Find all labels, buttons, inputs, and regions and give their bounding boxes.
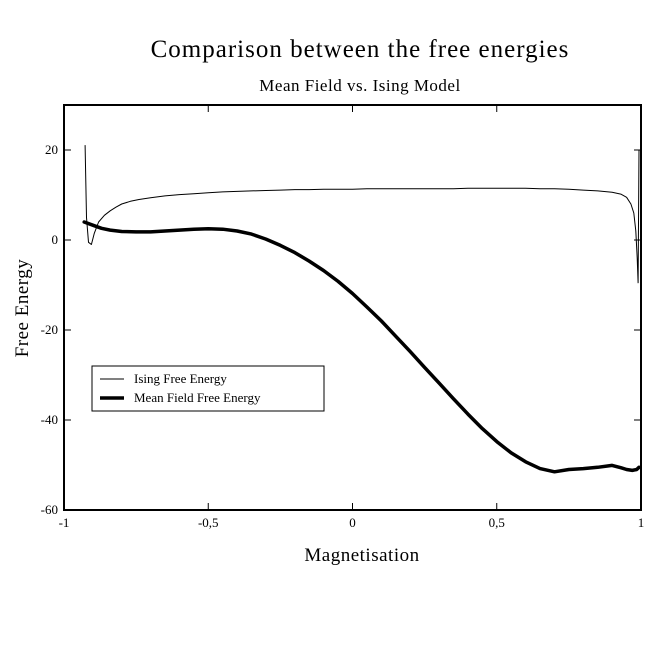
chart-title: Comparison between the free energies bbox=[151, 36, 570, 63]
x-tick-label: 1 bbox=[638, 515, 645, 530]
x-axis-label: Magnetisation bbox=[304, 545, 419, 566]
y-tick-label: -40 bbox=[41, 412, 58, 427]
series-line-mean-field bbox=[82, 220, 641, 474]
tick-labels: -1 -0,5 0 0,5 1 -60 -40 -20 0 20 bbox=[41, 142, 645, 530]
axis-ticks bbox=[63, 105, 642, 511]
y-tick-label: 0 bbox=[52, 232, 59, 247]
chart-subtitle: Mean Field vs. Ising Model bbox=[259, 76, 460, 95]
x-tick-label: -0,5 bbox=[198, 515, 219, 530]
legend-box bbox=[91, 365, 325, 412]
plot-frame bbox=[63, 104, 642, 511]
y-tick-label: 20 bbox=[45, 142, 58, 157]
x-tick-label: 0 bbox=[349, 515, 356, 530]
y-tick-label: -60 bbox=[41, 502, 58, 517]
y-tick-label: -20 bbox=[41, 322, 58, 337]
x-tick-label: -1 bbox=[59, 515, 70, 530]
x-tick-label: 0,5 bbox=[489, 515, 505, 530]
series-line-ising bbox=[84, 145, 640, 284]
plot-series bbox=[82, 145, 641, 474]
y-axis-label: Free Energy bbox=[12, 259, 33, 358]
legend-label-mean-field: Mean Field Free Energy bbox=[134, 390, 261, 405]
legend: Ising Free Energy Mean Field Free Energy bbox=[91, 365, 325, 412]
legend-label-ising: Ising Free Energy bbox=[134, 371, 227, 386]
